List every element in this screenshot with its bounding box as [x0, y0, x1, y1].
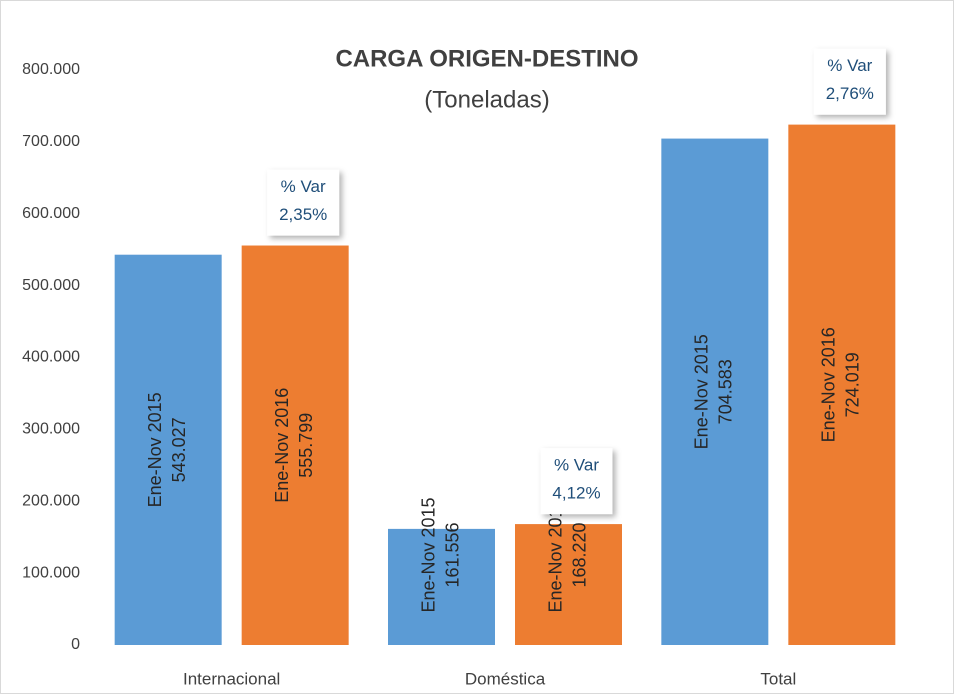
chart-subtitle: (Toneladas): [424, 86, 549, 113]
y-tick-label: 700.000: [22, 133, 80, 150]
data-label-value: 704.583: [716, 359, 736, 424]
data-label-value: 543.027: [169, 417, 189, 482]
data-label-name: Ene-Nov 2015: [145, 392, 165, 507]
y-tick-label: 100.000: [22, 564, 80, 581]
annotation-box: [813, 48, 886, 115]
data-label: Ene-Nov 2015 161.556: [418, 497, 462, 612]
x-tick-label: Internacional: [183, 669, 280, 688]
y-tick-label: 300.000: [22, 421, 80, 438]
data-label: Ene-Nov 2016 555.799: [272, 388, 316, 503]
data-label-value: 724.019: [843, 352, 863, 417]
y-tick-label: 600.000: [22, 205, 80, 222]
data-label-name: Ene-Nov 2016: [819, 327, 839, 442]
y-tick-label: 400.000: [22, 349, 80, 366]
annotation-text: 4,12%: [552, 484, 600, 503]
x-tick-label: Doméstica: [465, 669, 546, 688]
bar: [241, 245, 349, 645]
annotation-label: % Var: [827, 56, 872, 75]
bar: [661, 138, 769, 645]
bar: [114, 254, 222, 645]
data-label: Ene-Nov 2015 704.583: [692, 334, 736, 449]
annotation-label: % Var: [554, 456, 599, 475]
annotation-box: [540, 448, 613, 515]
data-label: Ene-Nov 2015 543.027: [145, 392, 189, 507]
y-tick-label: 800.000: [22, 61, 80, 78]
data-label-value: 161.556: [442, 522, 462, 587]
data-label-value: 168.220: [569, 522, 589, 587]
data-label-name: Ene-Nov 2016: [545, 497, 565, 612]
data-label-name: Ene-Nov 2016: [272, 388, 292, 503]
data-label-value: 555.799: [296, 413, 316, 478]
data-label-name: Ene-Nov 2015: [692, 334, 712, 449]
annotation-box: [267, 169, 340, 236]
bar: [788, 124, 896, 646]
data-label: Ene-Nov 2016 168.220: [545, 497, 589, 612]
annotation-label: % Var: [281, 177, 326, 196]
annotation-text: 2,35%: [279, 205, 327, 224]
y-tick-label: 0: [71, 636, 80, 653]
chart-title: CARGA ORIGEN-DESTINO: [335, 45, 638, 72]
bar: [388, 528, 495, 645]
y-tick-label: 500.000: [22, 277, 80, 294]
data-label-name: Ene-Nov 2015: [418, 497, 438, 612]
x-tick-label: Total: [760, 669, 796, 688]
y-tick-label: 200.000: [22, 492, 80, 509]
data-label: Ene-Nov 2016 724.019: [819, 327, 863, 442]
annotation-text: 2,76%: [826, 84, 874, 103]
bar: [515, 524, 622, 645]
